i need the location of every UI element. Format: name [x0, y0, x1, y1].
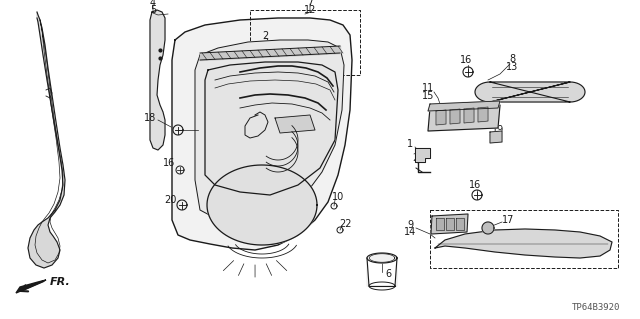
- Polygon shape: [367, 258, 397, 286]
- Text: 7: 7: [307, 0, 313, 7]
- Polygon shape: [475, 82, 585, 102]
- Text: 15: 15: [422, 91, 434, 101]
- Polygon shape: [478, 107, 488, 122]
- Polygon shape: [482, 222, 494, 234]
- Polygon shape: [436, 218, 444, 230]
- Text: 8: 8: [509, 54, 515, 64]
- Polygon shape: [450, 109, 460, 124]
- Text: FR.: FR.: [50, 277, 71, 287]
- Text: 11: 11: [422, 83, 434, 93]
- Polygon shape: [150, 10, 165, 150]
- Text: 21: 21: [412, 153, 424, 163]
- Text: 22: 22: [339, 219, 351, 229]
- Polygon shape: [435, 229, 612, 258]
- Text: 1: 1: [407, 139, 413, 149]
- Text: 6: 6: [385, 269, 391, 279]
- Polygon shape: [16, 280, 46, 293]
- Polygon shape: [28, 12, 65, 268]
- Polygon shape: [490, 131, 502, 143]
- Polygon shape: [415, 148, 430, 162]
- Polygon shape: [428, 101, 500, 111]
- Text: 3: 3: [262, 38, 268, 48]
- Text: 19: 19: [492, 125, 504, 135]
- Text: 4: 4: [150, 0, 156, 8]
- Polygon shape: [172, 18, 352, 250]
- Text: 17: 17: [502, 215, 514, 225]
- Text: 12: 12: [304, 5, 316, 15]
- Text: 14: 14: [404, 227, 416, 237]
- Polygon shape: [446, 218, 454, 230]
- Text: 10: 10: [332, 192, 344, 202]
- Text: 5: 5: [150, 5, 156, 15]
- Polygon shape: [428, 105, 500, 131]
- Text: 18: 18: [144, 113, 156, 123]
- Text: 16: 16: [469, 180, 481, 190]
- Polygon shape: [464, 108, 474, 123]
- Polygon shape: [205, 62, 338, 195]
- Text: 16: 16: [163, 158, 175, 168]
- Polygon shape: [275, 115, 315, 133]
- Text: 13: 13: [506, 62, 518, 72]
- Text: 2: 2: [262, 31, 268, 41]
- Polygon shape: [431, 214, 468, 234]
- Polygon shape: [456, 218, 464, 230]
- Text: TP64B3920: TP64B3920: [572, 303, 620, 312]
- Polygon shape: [367, 253, 397, 263]
- Polygon shape: [207, 165, 317, 245]
- Text: 16: 16: [460, 55, 472, 65]
- Text: 20: 20: [164, 195, 176, 205]
- Polygon shape: [195, 40, 344, 222]
- Text: 9: 9: [407, 220, 413, 230]
- Polygon shape: [436, 110, 446, 125]
